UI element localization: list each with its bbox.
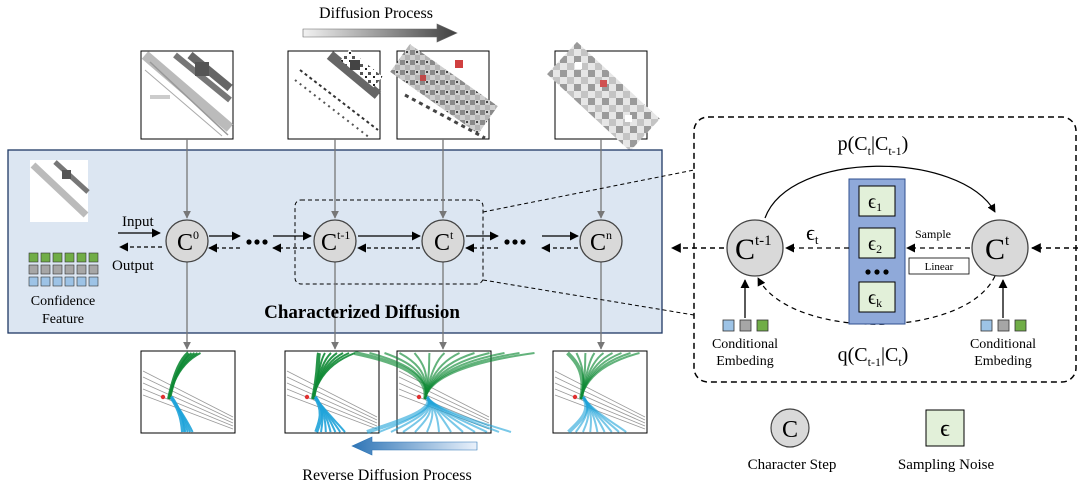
confidence-cell xyxy=(64,264,75,275)
q-transition-arc xyxy=(757,275,996,325)
confidence-cell xyxy=(52,264,63,275)
confidence-cell xyxy=(40,252,51,263)
confidence-cell xyxy=(64,276,75,287)
p-transition-arc xyxy=(764,165,996,219)
character-step-node-t: Ct xyxy=(421,219,465,263)
node-sup: t xyxy=(450,228,454,242)
node-base: C xyxy=(321,230,337,256)
confidence-cell xyxy=(64,252,75,263)
character-step-node-0: C0 xyxy=(165,219,209,263)
node-base: C xyxy=(177,230,193,256)
bottom-thumbnails xyxy=(140,350,648,434)
noise-ellipsis xyxy=(865,269,889,275)
linear-box xyxy=(908,257,970,275)
confidence-cell xyxy=(88,276,99,287)
legend-sampling-noise: ϵ Sampling Noise xyxy=(898,409,995,473)
svg-text:ϵk: ϵk xyxy=(868,287,882,310)
conditional-embedding-right: Conditional Embeding xyxy=(970,279,1036,369)
node-base: C xyxy=(590,230,606,256)
trajectory-thumbnail xyxy=(552,350,648,434)
confidence-feature-grid xyxy=(28,252,99,287)
reverse-diffusion-header: Reverse Diffusion Process xyxy=(302,436,478,484)
confidence-cell xyxy=(52,276,63,287)
svg-text:ϵ1: ϵ1 xyxy=(868,191,882,214)
trajectory-thumbnail xyxy=(354,350,535,434)
characterized-diffusion-title: Characterized Diffusion xyxy=(264,302,460,323)
cond-left-line1: Conditional xyxy=(712,337,778,352)
confidence-cell xyxy=(88,252,99,263)
detail-node-t-1: Ct-1 xyxy=(726,219,784,277)
svg-text:ϵ2: ϵ2 xyxy=(868,233,882,256)
legend-noise-symbol: ϵ xyxy=(940,416,950,442)
svg-text:C0: C0 xyxy=(177,228,199,256)
trajectory-thumbnail xyxy=(140,350,236,434)
confidence-cell xyxy=(76,252,87,263)
cond-left-line2: Embeding xyxy=(716,354,774,369)
confidence-cell xyxy=(28,264,39,275)
svg-text:Ct: Ct xyxy=(434,228,454,256)
input-label: Input xyxy=(122,214,154,230)
confidence-cell xyxy=(76,276,87,287)
p-transition-label: p(Ct|Ct-1) xyxy=(838,133,909,158)
conditional-embedding-left: Conditional Embeding xyxy=(712,279,778,369)
svg-text:Ct-1: Ct-1 xyxy=(321,228,350,256)
map-thumbnail-clean xyxy=(140,50,234,140)
output-label: Output xyxy=(112,258,155,274)
confidence-cell xyxy=(52,252,63,263)
ellipsis-dots xyxy=(246,239,526,245)
panel-map-thumbnail xyxy=(30,160,90,222)
vertical-connectors xyxy=(183,139,605,350)
cond-right-line2: Embeding xyxy=(974,354,1032,369)
diffusion-process-arrow xyxy=(302,23,458,43)
svg-text:Ct-1: Ct-1 xyxy=(735,233,772,266)
svg-text:Cn: Cn xyxy=(590,228,612,256)
confidence-cell xyxy=(40,276,51,287)
noise-cell-1: ϵ1 xyxy=(858,185,896,217)
linear-label: Linear xyxy=(925,261,954,273)
legend-character-step: C Character Step xyxy=(748,408,837,473)
map-thumbnail-noise-3 xyxy=(547,41,660,152)
confidence-cell xyxy=(28,252,39,263)
detail-node-t: Ct xyxy=(971,219,1029,277)
selection-box xyxy=(294,199,484,285)
node-sup: 0 xyxy=(193,228,199,242)
confidence-cell xyxy=(88,264,99,275)
legend-char-symbol: C xyxy=(782,417,798,443)
zoom-line-top xyxy=(482,169,695,213)
confidence-label-line1: Confidence xyxy=(31,294,96,309)
node-base: C xyxy=(434,230,450,256)
character-step-node-t-1: Ct-1 xyxy=(313,219,357,263)
map-thumbnail-noise-2 xyxy=(390,44,498,140)
confidence-label-line2: Feature xyxy=(42,312,84,327)
trajectory-thumbnail xyxy=(284,350,380,434)
reverse-diffusion-arrow xyxy=(351,436,478,456)
diffusion-process-title: Diffusion Process xyxy=(319,5,433,22)
reverse-diffusion-title: Reverse Diffusion Process xyxy=(302,467,471,484)
node-sup: t-1 xyxy=(337,228,350,242)
confidence-cell xyxy=(28,276,39,287)
legend-noise-label: Sampling Noise xyxy=(898,457,995,473)
noise-cell-k: ϵk xyxy=(858,281,896,313)
eps-t-label: ϵt xyxy=(806,220,819,247)
character-step-node-n: Cn xyxy=(579,219,623,263)
svg-text:Ct: Ct xyxy=(985,233,1010,266)
confidence-cell xyxy=(40,264,51,275)
map-thumbnail-noise-1 xyxy=(287,49,383,140)
detail-box xyxy=(693,116,1077,383)
cond-right-line1: Conditional xyxy=(970,337,1036,352)
diffusion-process-header: Diffusion Process xyxy=(302,5,458,43)
legend-char-label: Character Step xyxy=(748,457,837,473)
chain-arrows xyxy=(208,231,579,253)
noise-cell-2: ϵ2 xyxy=(858,227,896,259)
zoom-line-bottom xyxy=(482,279,695,316)
sample-label: Sample xyxy=(915,227,951,241)
node-sup: n xyxy=(606,228,612,242)
q-transition-label: q(Ct-1|Ct) xyxy=(838,344,909,369)
top-thumbnails xyxy=(140,41,660,152)
confidence-cell xyxy=(76,264,87,275)
